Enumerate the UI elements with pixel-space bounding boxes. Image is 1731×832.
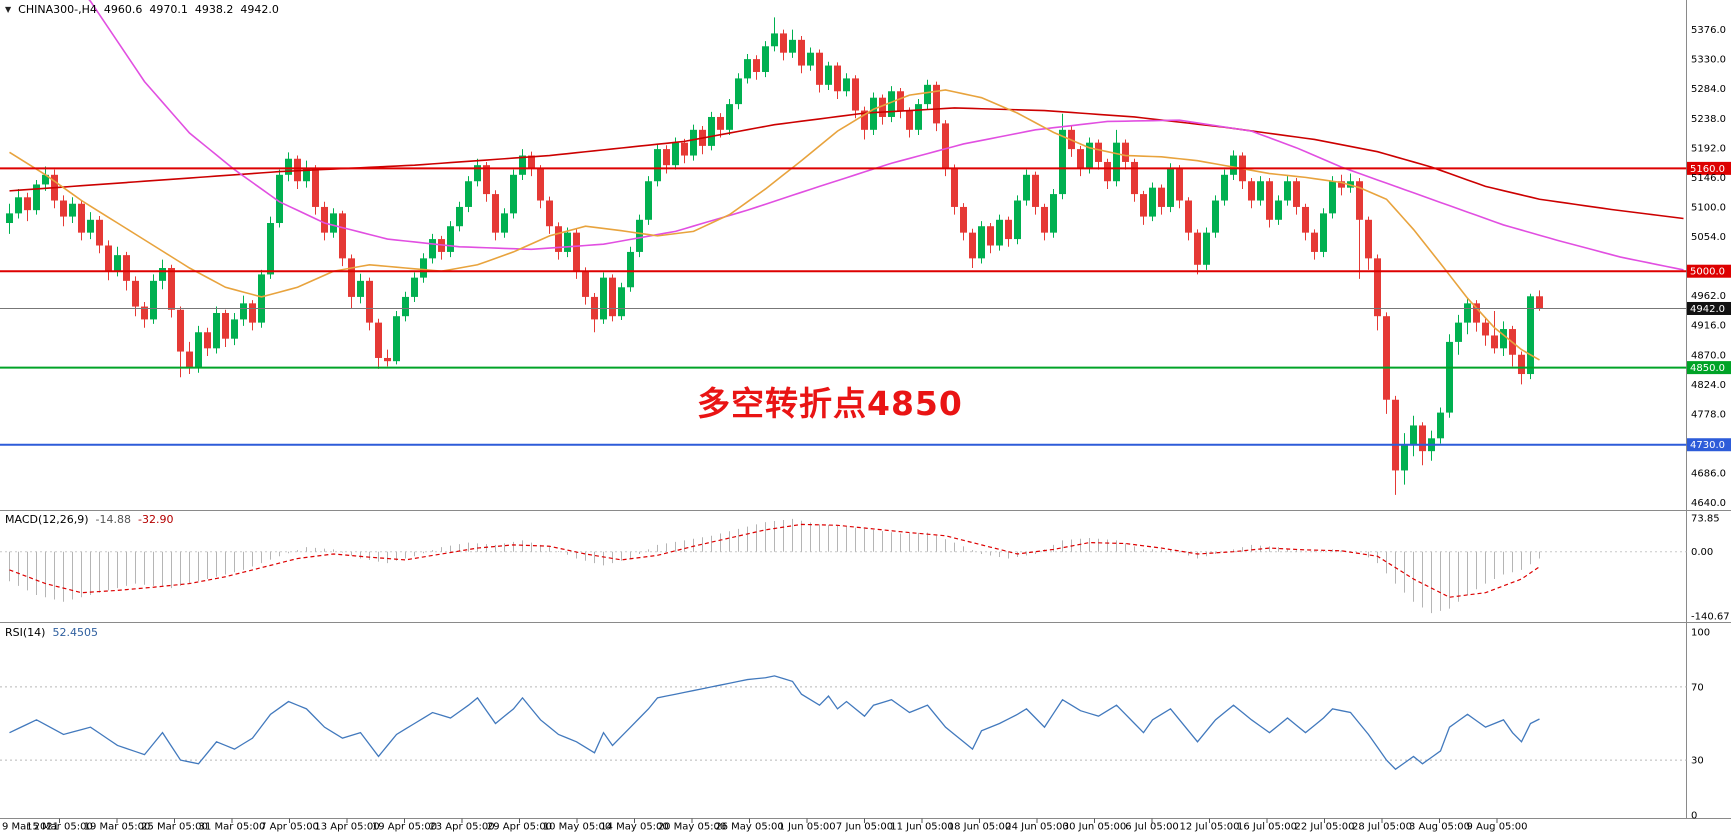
price-axis[interactable]: 5376.0 5330.0 5284.0 5238.0 5192.0 5146.0 5100… <box>1691 25 1726 509</box>
rsi-panel: 100 70 30 0 <box>0 628 1710 822</box>
time-label: 9 Aug 05:00 <box>1466 822 1527 832</box>
svg-text:4686.0: 4686.0 <box>1691 469 1726 480</box>
chart-title: ▼ CHINA300-,H4 4960.6 4970.1 4938.2 4942… <box>5 3 279 16</box>
time-label: 7 Apr 05:00 <box>260 822 319 832</box>
svg-text:4824.0: 4824.0 <box>1691 380 1726 391</box>
symbol-marker-icon: ▼ <box>5 4 12 14</box>
time-label: 6 Jul 05:00 <box>1125 822 1179 832</box>
time-label: 10 May 05:00 <box>543 822 612 832</box>
time-label: 24 Jun 05:00 <box>1005 822 1069 832</box>
svg-text:4916.0: 4916.0 <box>1691 321 1726 332</box>
time-label: 1 Jun 05:00 <box>778 822 835 832</box>
svg-text:5238.0: 5238.0 <box>1691 114 1726 125</box>
ma-fast-orange <box>9 89 1540 361</box>
price-badge-label: 5000.0 <box>1690 267 1725 278</box>
annotation-text[interactable]: 多空转折点4850 <box>697 384 963 423</box>
time-label: 29 Apr 05:00 <box>487 822 552 832</box>
time-label: 30 Jun 05:00 <box>1063 822 1127 832</box>
svg-text:5330.0: 5330.0 <box>1691 55 1726 66</box>
time-label: 19 Mar 05:00 <box>84 822 151 832</box>
time-label: 18 Jun 05:00 <box>948 822 1012 832</box>
svg-text:5100.0: 5100.0 <box>1691 202 1726 213</box>
time-label: 13 Apr 05:00 <box>314 822 379 832</box>
time-label: 14 May 05:00 <box>600 822 669 832</box>
svg-text:5284.0: 5284.0 <box>1691 84 1726 95</box>
macd-signal-value: -32.90 <box>138 513 174 526</box>
time-label: 25 Mar 05:00 <box>141 822 208 832</box>
time-label: 16 Jul 05:00 <box>1237 822 1297 832</box>
macd-panel-label: MACD(12,26,9) -14.88 -32.90 <box>5 513 173 526</box>
price-badge-label: 4730.0 <box>1690 440 1725 451</box>
price-badge <box>1687 264 1731 278</box>
rsi-value: 52.4505 <box>52 626 98 639</box>
time-label: 22 Jul 05:00 <box>1295 822 1355 832</box>
time-label: 28 Jul 05:00 <box>1352 822 1412 832</box>
macd-main-value: -14.88 <box>95 513 132 526</box>
svg-text:30: 30 <box>1691 756 1704 767</box>
svg-text:70: 70 <box>1691 682 1704 693</box>
rsi-label: RSI(14) <box>5 626 46 639</box>
time-label: 31 Mar 05:00 <box>199 822 266 832</box>
ma-slow-red <box>9 107 1684 220</box>
svg-text:4870.0: 4870.0 <box>1691 350 1726 361</box>
svg-text:100: 100 <box>1691 628 1710 639</box>
ohlc-close: 4942.0 <box>240 3 279 16</box>
svg-text:5192.0: 5192.0 <box>1691 143 1726 154</box>
time-label: 7 Jun 05:00 <box>836 822 893 832</box>
price-badge <box>1687 361 1731 375</box>
svg-text:-140.67: -140.67 <box>1691 611 1730 622</box>
time-label: 12 Jul 05:00 <box>1180 822 1240 832</box>
ma-medium-magenta <box>88 0 1684 271</box>
svg-text:73.85: 73.85 <box>1691 514 1720 525</box>
symbol-period-label: CHINA300-,H4 <box>18 3 97 16</box>
price-badge <box>1687 301 1731 315</box>
svg-text:5146.0: 5146.0 <box>1691 173 1726 184</box>
svg-text:5376.0: 5376.0 <box>1691 25 1726 36</box>
time-label: 3 Aug 05:00 <box>1409 822 1470 832</box>
svg-text:0.00: 0.00 <box>1691 547 1713 558</box>
horizontal-levels[interactable]: 5160.0 5000.0 4942.0 4850.0 4730.0 <box>0 161 1731 452</box>
time-label: 23 Apr 05:00 <box>429 822 494 832</box>
rsi-line <box>9 675 1540 771</box>
price-badge <box>1687 438 1731 452</box>
ohlc-high: 4970.1 <box>149 3 188 16</box>
svg-text:4640.0: 4640.0 <box>1691 498 1726 509</box>
svg-text:5054.0: 5054.0 <box>1691 232 1726 243</box>
price-badge-label: 4942.0 <box>1690 304 1725 315</box>
macd-signal-line <box>9 523 1540 598</box>
moving-averages <box>9 0 1684 361</box>
time-label: 19 Apr 05:00 <box>372 822 437 832</box>
time-label: 11 Jun 05:00 <box>890 822 954 832</box>
time-label: 26 May 05:00 <box>715 822 784 832</box>
time-label: 9 Mar 2021 <box>2 822 59 832</box>
macd-panel: 73.85 0.00 -140.67 <box>0 514 1730 622</box>
macd-label: MACD(12,26,9) <box>5 513 89 526</box>
svg-text:4962.0: 4962.0 <box>1691 291 1726 302</box>
price-badge-label: 5160.0 <box>1690 164 1725 175</box>
ohlc-open: 4960.6 <box>103 3 143 16</box>
rsi-panel-label: RSI(14) 52.4505 <box>5 626 98 639</box>
svg-text:4778.0: 4778.0 <box>1691 409 1726 420</box>
price-badge <box>1687 161 1731 175</box>
svg-text:0: 0 <box>1691 811 1697 822</box>
ohlc-low: 4938.2 <box>194 3 234 16</box>
time-label: 20 May 05:00 <box>658 822 727 832</box>
price-badge-label: 4850.0 <box>1690 363 1725 374</box>
candlestick-series <box>6 17 1543 495</box>
time-label: 15 Mar 05:00 <box>26 822 93 832</box>
